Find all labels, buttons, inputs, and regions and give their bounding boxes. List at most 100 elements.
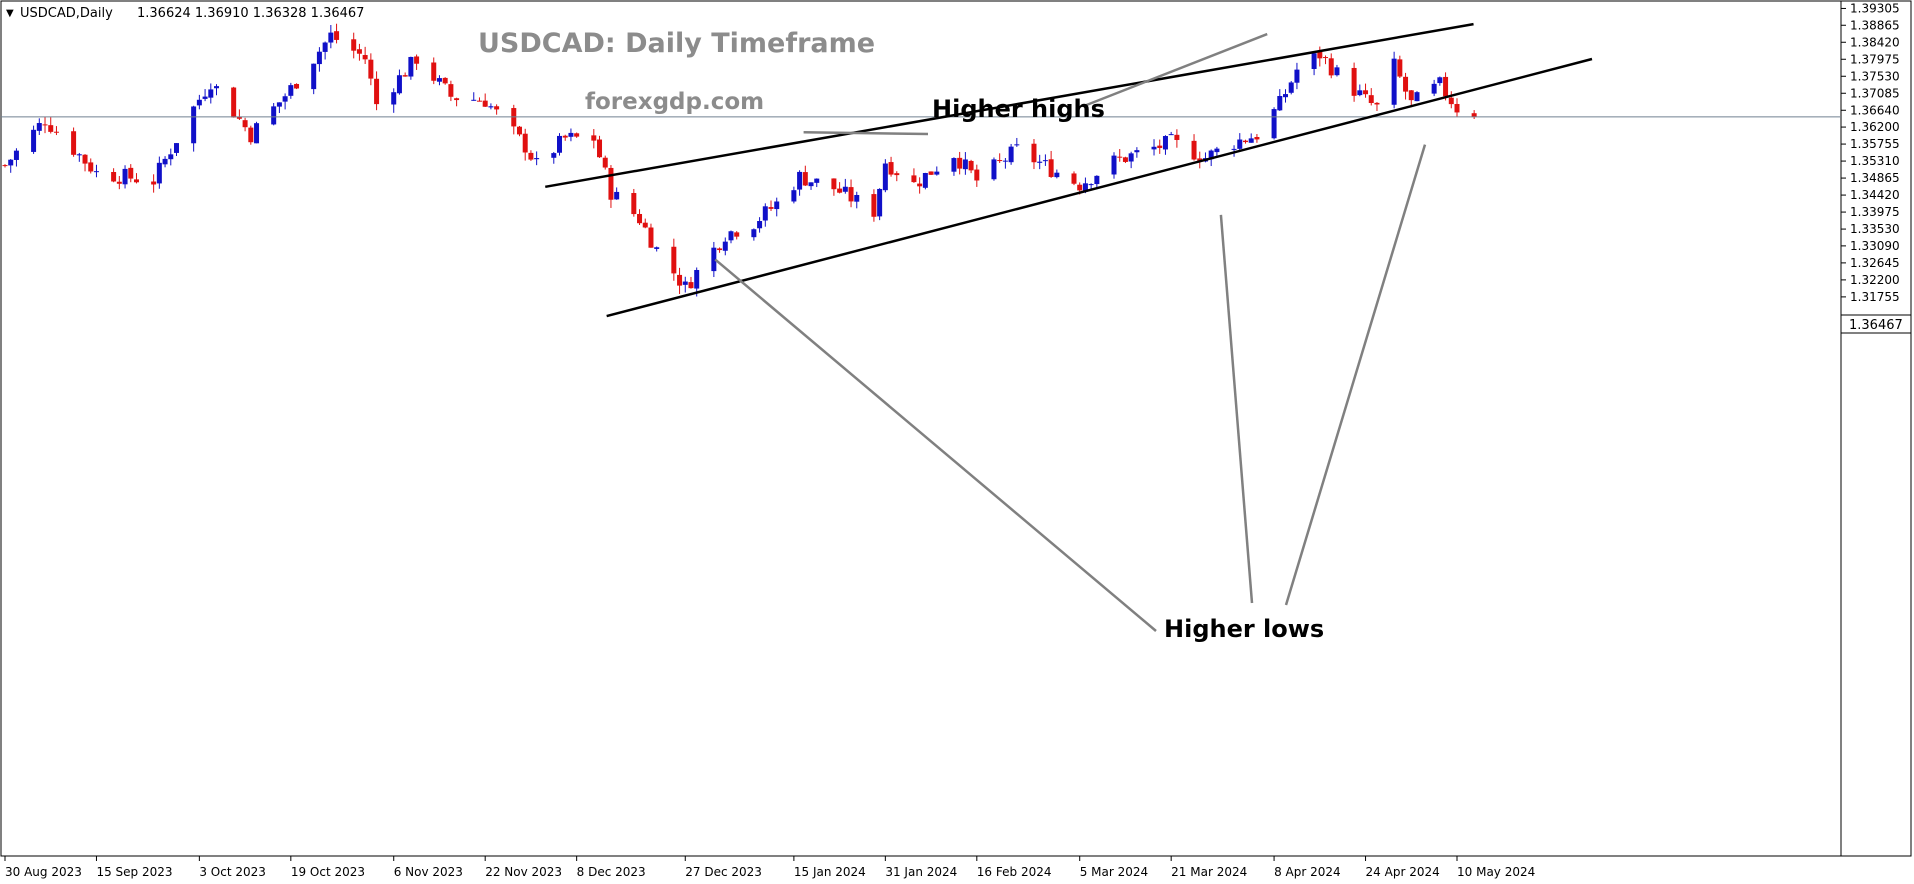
candle bbox=[334, 23, 340, 44]
candle bbox=[1454, 98, 1460, 117]
candle bbox=[236, 109, 242, 121]
candle bbox=[1128, 151, 1134, 169]
candle bbox=[133, 173, 139, 184]
candle bbox=[997, 153, 1003, 163]
candle bbox=[597, 135, 603, 158]
candle-body bbox=[757, 221, 763, 229]
candle bbox=[631, 188, 637, 217]
candle bbox=[276, 102, 282, 114]
candle-body bbox=[768, 207, 774, 209]
candle-body bbox=[1042, 160, 1048, 162]
candle-body bbox=[1002, 160, 1008, 162]
candle-body bbox=[711, 247, 717, 272]
candle-body bbox=[654, 247, 660, 249]
candle-body bbox=[328, 32, 334, 43]
candle bbox=[802, 165, 808, 187]
symbol-dropdown-icon[interactable]: ▼ bbox=[6, 8, 14, 19]
candle bbox=[111, 168, 117, 183]
candle-body bbox=[254, 123, 260, 144]
candle-body bbox=[1414, 92, 1420, 102]
candle bbox=[882, 159, 888, 193]
candle-body bbox=[1391, 58, 1397, 105]
candle bbox=[1351, 62, 1357, 102]
candle-body bbox=[568, 132, 574, 137]
candle bbox=[196, 94, 202, 110]
candle-body bbox=[728, 231, 734, 241]
candle-body bbox=[173, 143, 179, 153]
candle bbox=[391, 88, 397, 113]
candle-body bbox=[133, 179, 139, 183]
candle-body bbox=[202, 96, 208, 99]
candle bbox=[1191, 134, 1197, 161]
candle bbox=[1288, 81, 1294, 95]
candle-body bbox=[8, 159, 14, 166]
candle-body bbox=[562, 135, 568, 138]
y-tick-label: 1.38865 bbox=[1850, 18, 1900, 32]
candle bbox=[168, 148, 174, 166]
candle bbox=[1283, 89, 1289, 103]
candle-body bbox=[334, 31, 340, 40]
candle-body bbox=[968, 160, 974, 171]
candle bbox=[608, 165, 614, 208]
candle-body bbox=[837, 188, 843, 193]
candle bbox=[1002, 158, 1008, 169]
candle-body bbox=[1431, 83, 1437, 94]
candle bbox=[677, 267, 683, 294]
candle bbox=[1111, 152, 1117, 179]
candle-body bbox=[362, 55, 368, 60]
candle-body bbox=[751, 229, 757, 238]
candle-body bbox=[722, 241, 728, 251]
candle-body bbox=[1443, 76, 1449, 97]
candle bbox=[534, 151, 540, 166]
candle-body bbox=[608, 167, 614, 200]
y-tick-label: 1.34420 bbox=[1850, 188, 1900, 202]
candle bbox=[717, 247, 723, 253]
candle-body bbox=[208, 89, 214, 98]
candle-body bbox=[442, 77, 448, 84]
candle-body bbox=[196, 99, 202, 106]
candle-body bbox=[894, 173, 900, 176]
candle bbox=[48, 117, 54, 134]
candle-body bbox=[1368, 95, 1374, 104]
candle-body bbox=[1448, 97, 1454, 105]
candle bbox=[53, 126, 59, 136]
candle bbox=[1323, 55, 1329, 65]
candle bbox=[442, 77, 448, 85]
candle bbox=[1437, 76, 1443, 86]
candle bbox=[1042, 154, 1048, 166]
candle bbox=[82, 154, 88, 172]
candle-body bbox=[1397, 59, 1403, 77]
candle bbox=[316, 47, 322, 72]
candle bbox=[614, 187, 620, 200]
candle-body bbox=[1437, 77, 1443, 84]
candle-body bbox=[42, 124, 48, 126]
candle bbox=[76, 152, 82, 162]
candle bbox=[722, 237, 728, 256]
y-tick-label: 1.34865 bbox=[1850, 171, 1900, 185]
candle bbox=[831, 178, 837, 196]
candle-body bbox=[1237, 139, 1243, 149]
candle bbox=[917, 177, 923, 194]
candle-body bbox=[1128, 153, 1134, 162]
candle-body bbox=[482, 100, 488, 107]
higher-lows-arrow-dec bbox=[714, 258, 1157, 632]
candle-body bbox=[1408, 90, 1414, 101]
candle bbox=[271, 103, 277, 126]
candle bbox=[528, 150, 534, 161]
candle bbox=[431, 57, 437, 85]
higher-lows-label: Higher lows bbox=[1164, 615, 1324, 643]
higher-highs-label: Higher highs bbox=[932, 95, 1105, 123]
candle bbox=[774, 197, 780, 217]
candle-body bbox=[356, 49, 362, 54]
candle bbox=[871, 189, 877, 222]
candle bbox=[351, 32, 357, 59]
candle bbox=[991, 157, 997, 181]
candle bbox=[928, 171, 934, 176]
candle bbox=[322, 41, 328, 60]
lower-channel-line bbox=[606, 57, 1593, 318]
candle bbox=[191, 105, 197, 152]
candle-body bbox=[351, 39, 357, 51]
candle-body bbox=[682, 281, 688, 285]
y-tick-label: 1.36640 bbox=[1850, 103, 1900, 117]
